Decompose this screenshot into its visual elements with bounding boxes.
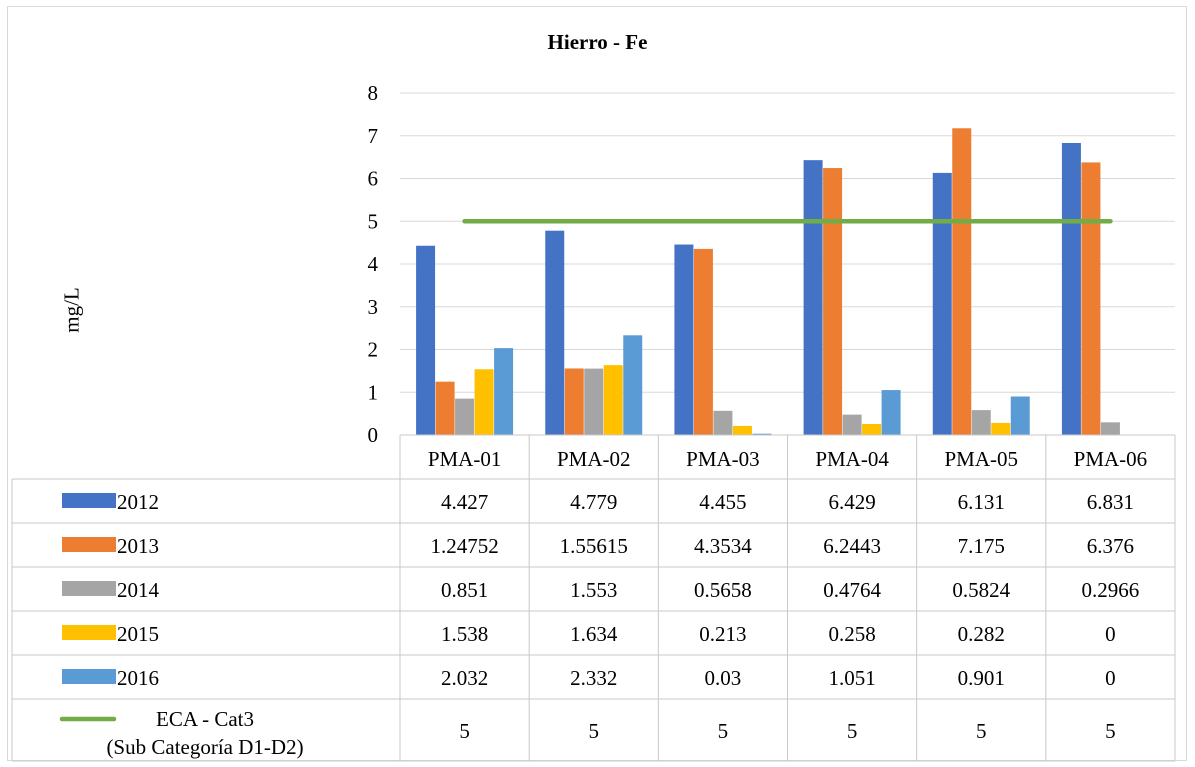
bar-2012-PMA-04 bbox=[803, 160, 823, 435]
bar-marks bbox=[416, 128, 1120, 436]
chart-title: Hierro - Fe bbox=[547, 30, 648, 54]
bar-2014-PMA-04 bbox=[842, 414, 862, 435]
x-tick-label: PMA-04 bbox=[815, 447, 889, 471]
bar-2014-PMA-06 bbox=[1100, 422, 1120, 435]
table-cell: 0.851 bbox=[441, 578, 488, 602]
table-cell: 1.553 bbox=[570, 578, 617, 602]
y-tick-label: 4 bbox=[368, 252, 379, 276]
table-cell: 2.032 bbox=[441, 666, 488, 690]
x-tick-label: PMA-05 bbox=[944, 447, 1018, 471]
bar-2012-PMA-05 bbox=[932, 172, 952, 435]
x-tick-label: PMA-06 bbox=[1074, 447, 1148, 471]
bar-2015-PMA-05 bbox=[991, 422, 1011, 435]
table-cell: 5 bbox=[976, 719, 987, 743]
legend-label: 2012 bbox=[117, 490, 159, 514]
bar-2016-PMA-01 bbox=[494, 348, 514, 435]
table-cell: 7.175 bbox=[958, 534, 1005, 558]
y-tick-label: 2 bbox=[368, 338, 379, 362]
table-cell: 0.213 bbox=[699, 622, 746, 646]
bar-2013-PMA-04 bbox=[823, 168, 843, 436]
bar-2013-PMA-02 bbox=[564, 368, 584, 435]
x-tick-label: PMA-02 bbox=[557, 447, 631, 471]
y-tick-label: 1 bbox=[368, 380, 379, 404]
table-cell: 0.258 bbox=[828, 622, 875, 646]
y-tick-label: 3 bbox=[368, 295, 379, 319]
bar-2015-PMA-02 bbox=[603, 365, 623, 435]
table-cell: 5 bbox=[589, 719, 600, 743]
table-cell: 6.831 bbox=[1087, 490, 1134, 514]
bar-2012-PMA-06 bbox=[1061, 142, 1081, 436]
table-cell: 0.5658 bbox=[694, 578, 752, 602]
bar-2014-PMA-02 bbox=[584, 368, 604, 435]
table-cell: 1.634 bbox=[570, 622, 618, 646]
data-table: PMA-01 PMA-02 PMA-03 PMA-04 PMA-05 PMA-06 2012… bbox=[11, 434, 1176, 762]
legend-swatch-2016 bbox=[62, 669, 116, 684]
y-tick-label: 7 bbox=[368, 124, 379, 148]
y-tick-label: 5 bbox=[368, 209, 379, 233]
legend-swatch-2014 bbox=[62, 581, 116, 596]
y-axis-ticks: 0 1 2 3 4 5 6 7 8 bbox=[368, 81, 379, 447]
table-cell: 0.901 bbox=[958, 666, 1005, 690]
bar-2014-PMA-05 bbox=[971, 410, 991, 435]
table-cell: 6.2443 bbox=[823, 534, 881, 558]
table-cell: 6.376 bbox=[1087, 534, 1134, 558]
table-cell: 1.24752 bbox=[430, 534, 498, 558]
bar-2013-PMA-03 bbox=[693, 248, 713, 435]
table-cell: 5 bbox=[1105, 719, 1116, 743]
table-cell: 0.2966 bbox=[1082, 578, 1140, 602]
legend-label: (Sub Categoría D1-D2) bbox=[106, 735, 303, 759]
bar-2012-PMA-02 bbox=[545, 230, 565, 435]
table-cell: 2.332 bbox=[570, 666, 617, 690]
x-tick-label: PMA-01 bbox=[428, 447, 502, 471]
legend-label: 2013 bbox=[117, 534, 159, 558]
legend-label: ECA - Cat3 bbox=[156, 707, 254, 731]
bar-2014-PMA-03 bbox=[713, 410, 733, 435]
table-cell: 0.03 bbox=[705, 666, 742, 690]
table-cell: 0.4764 bbox=[823, 578, 881, 602]
legend-swatch-2015 bbox=[62, 625, 116, 640]
table-cell: 1.55615 bbox=[560, 534, 628, 558]
table-cell: 4.455 bbox=[699, 490, 746, 514]
x-tick-label: PMA-03 bbox=[686, 447, 760, 471]
bar-2015-PMA-01 bbox=[474, 369, 494, 435]
legend-swatch-2013 bbox=[62, 537, 116, 552]
legend-swatch-2012 bbox=[62, 493, 116, 508]
bar-2015-PMA-04 bbox=[862, 423, 882, 435]
table-cell: 4.3534 bbox=[694, 534, 752, 558]
bar-2016-PMA-03 bbox=[752, 433, 772, 435]
table-cell: 5 bbox=[459, 719, 470, 743]
bar-2016-PMA-05 bbox=[1010, 396, 1030, 435]
table-cell: 5 bbox=[847, 719, 858, 743]
bar-2014-PMA-01 bbox=[455, 398, 475, 435]
table-cell: 1.051 bbox=[828, 666, 875, 690]
table-cell: 0.5824 bbox=[952, 578, 1010, 602]
bar-2016-PMA-04 bbox=[881, 390, 901, 435]
table-cell: 4.427 bbox=[441, 490, 488, 514]
bar-2016-PMA-02 bbox=[623, 335, 643, 435]
bar-2013-PMA-05 bbox=[952, 128, 972, 436]
y-tick-label: 8 bbox=[368, 81, 379, 105]
table-cell: 6.429 bbox=[828, 490, 875, 514]
y-tick-label: 0 bbox=[368, 423, 379, 447]
bar-2012-PMA-01 bbox=[416, 245, 436, 435]
table-cell: 1.538 bbox=[441, 622, 488, 646]
legend-label: 2016 bbox=[117, 666, 159, 690]
table-cell: 4.779 bbox=[570, 490, 617, 514]
bar-2012-PMA-03 bbox=[674, 244, 694, 435]
y-tick-label: 6 bbox=[368, 167, 379, 191]
bar-2015-PMA-03 bbox=[732, 425, 752, 435]
table-cell: 5 bbox=[718, 719, 729, 743]
bar-2013-PMA-01 bbox=[435, 381, 455, 435]
legend-label: 2014 bbox=[117, 578, 160, 602]
table-cell: 6.131 bbox=[958, 490, 1005, 514]
legend-label: 2015 bbox=[117, 622, 159, 646]
table-cell: 0.282 bbox=[958, 622, 1005, 646]
table-cell: 0 bbox=[1105, 622, 1116, 646]
gridlines bbox=[400, 92, 1175, 436]
table-cell: 0 bbox=[1105, 666, 1116, 690]
bar-2013-PMA-06 bbox=[1081, 162, 1101, 435]
